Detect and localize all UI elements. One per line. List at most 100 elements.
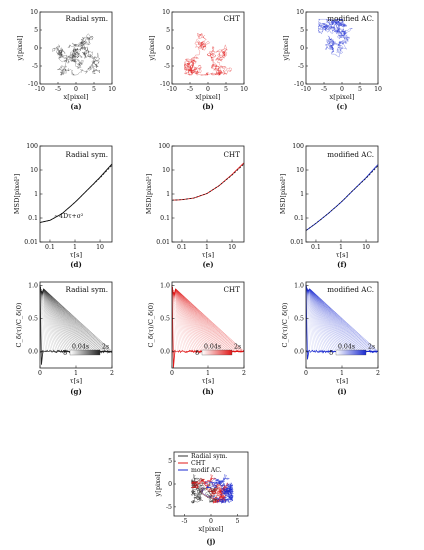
correlation-series — [39, 285, 112, 352]
panel-title: modified AC. — [327, 285, 374, 294]
panel-a: -10-10 -5 -5 0 0 5 5 10 10 x[pixel] y[pixel] Radial… — [16, 9, 116, 111]
panel-f: 0.1 1 10 0.01 0.1 1 10 100 τ[s] MSD[pixel²] modifi… — [279, 143, 379, 269]
x-tick-label: 0.1 — [311, 244, 321, 251]
correlation-series — [171, 285, 244, 352]
panel-g: 0 1 2 0.0 0.5 1.0 δ 0.04s 2s τ[s] C_δ(τ)/C_δ(0) Rad… — [15, 281, 114, 396]
correlation-series — [305, 285, 378, 352]
x-tick-label: 0 — [340, 86, 344, 93]
plot-frame — [171, 145, 245, 243]
correlation-series — [39, 285, 112, 352]
y-tick-label: -5 — [166, 504, 172, 511]
x-tick-label: -5 — [187, 86, 193, 93]
correlation-series — [305, 285, 378, 352]
x-tick-label: 10 — [108, 86, 116, 93]
y-tick-label: 10 — [296, 9, 304, 16]
x-tick-label: 5 — [224, 86, 228, 93]
x-tick-label: 0.1 — [177, 244, 187, 251]
y-axis-label: y[pixel] — [154, 472, 162, 498]
panel-title: modified AC. — [327, 150, 374, 159]
msd-fit-line — [305, 165, 379, 231]
y-tick-label: 1 — [300, 191, 304, 198]
x-tick-label: -10 — [35, 86, 45, 93]
x-tick-label: 5 — [92, 86, 96, 93]
y-tick-label: 0.5 — [160, 315, 170, 322]
y-tick-label: -5 — [164, 63, 170, 70]
x-tick-label: 5 — [358, 86, 362, 93]
x-tick-label: 0 — [206, 86, 210, 93]
x-axis-label: τ[s] — [202, 377, 214, 385]
correlation-series — [39, 285, 112, 352]
y-tick-label: 0.0 — [294, 348, 304, 355]
colorbar-delta-label: δ — [329, 350, 333, 357]
panel-caption: (c) — [337, 102, 348, 111]
correlation-series — [171, 285, 244, 352]
msd-series — [172, 162, 245, 201]
y-tick-label: 10 — [296, 167, 304, 174]
x-tick-label: 0 — [74, 86, 78, 93]
panel-title: Radial sym. — [66, 14, 108, 23]
panel-title: CHT — [223, 14, 240, 23]
x-axis-label: x[pixel] — [64, 93, 89, 101]
correlation-series — [305, 285, 379, 352]
x-tick-label: 0.1 — [45, 244, 55, 251]
correlation-series — [39, 285, 113, 352]
x-axis-label: x[pixel] — [196, 93, 221, 101]
panel-title: CHT — [223, 150, 240, 159]
y-tick-label: 0 — [34, 45, 38, 52]
panel-caption: (f) — [337, 260, 347, 269]
y-tick-label: -5 — [32, 63, 38, 70]
panel-caption: (a) — [70, 102, 81, 111]
trajectory-series — [184, 32, 232, 76]
overlay-trajectory-series — [200, 474, 234, 504]
panel-d: 0.1 1 10 0.01 0.1 1 10 100 τ[s] MSD[pixel²] Radial… — [13, 143, 113, 269]
x-tick-label: 2 — [242, 370, 246, 377]
y-axis-label: MSD[pixel²] — [279, 174, 287, 214]
panel-title: Radial sym. — [66, 150, 108, 159]
y-tick-label: 0.01 — [290, 239, 304, 246]
x-tick-label: 2 — [376, 370, 380, 377]
y-tick-label: -5 — [298, 63, 304, 70]
fit-annotation: ~4Dτ+σ² — [54, 213, 84, 220]
x-tick-label: 1 — [206, 370, 210, 377]
x-tick-label: -10 — [167, 86, 177, 93]
y-tick-label: 10 — [30, 167, 38, 174]
panel-caption: (j) — [206, 537, 215, 546]
colorbar-max-label: 2s — [102, 344, 109, 351]
x-axis-label: τ[s] — [70, 377, 82, 385]
y-tick-label: 1.0 — [294, 282, 304, 289]
trajectory-series — [318, 18, 353, 58]
panel-i: 0 1 2 0.0 0.5 1.0 δ 0.04s 2s τ[s] C_δ(τ)/C_δ(0) mod… — [281, 281, 380, 396]
x-tick-label: 10 — [374, 86, 382, 93]
x-tick-label: -5 — [182, 518, 188, 525]
y-axis-label: C_δ(τ)/C_δ(0) — [147, 302, 155, 347]
colorbar-max-label: 2s — [234, 344, 241, 351]
plot-frame — [39, 145, 113, 243]
y-tick-label: 0.01 — [24, 239, 38, 246]
plot-frame — [305, 145, 379, 243]
x-tick-label: 1 — [74, 370, 78, 377]
y-tick-label: 5 — [300, 27, 304, 34]
x-axis-label: τ[s] — [70, 251, 82, 259]
x-axis-label: τ[s] — [202, 251, 214, 259]
x-tick-label: 1 — [205, 244, 209, 251]
msd-fit-line — [39, 164, 113, 223]
x-tick-label: 2 — [110, 370, 114, 377]
correlation-series — [305, 285, 378, 352]
x-axis-label: τ[s] — [336, 251, 348, 259]
x-tick-label: 0 — [38, 370, 42, 377]
x-axis-label: x[pixel] — [199, 525, 224, 533]
panel-caption: (e) — [202, 260, 213, 269]
correlation-initial-drop — [39, 285, 44, 365]
y-tick-label: 0.5 — [294, 315, 304, 322]
x-tick-label: 10 — [96, 244, 104, 251]
y-axis-label: MSD[pixel²] — [13, 174, 21, 214]
x-tick-label: 0 — [170, 370, 174, 377]
y-tick-label: 100 — [292, 143, 304, 150]
y-tick-label: 0.1 — [294, 215, 304, 222]
correlation-series — [305, 285, 378, 352]
x-axis-label: τ[s] — [336, 377, 348, 385]
y-tick-label: 100 — [158, 143, 170, 150]
x-tick-label: -5 — [321, 86, 327, 93]
